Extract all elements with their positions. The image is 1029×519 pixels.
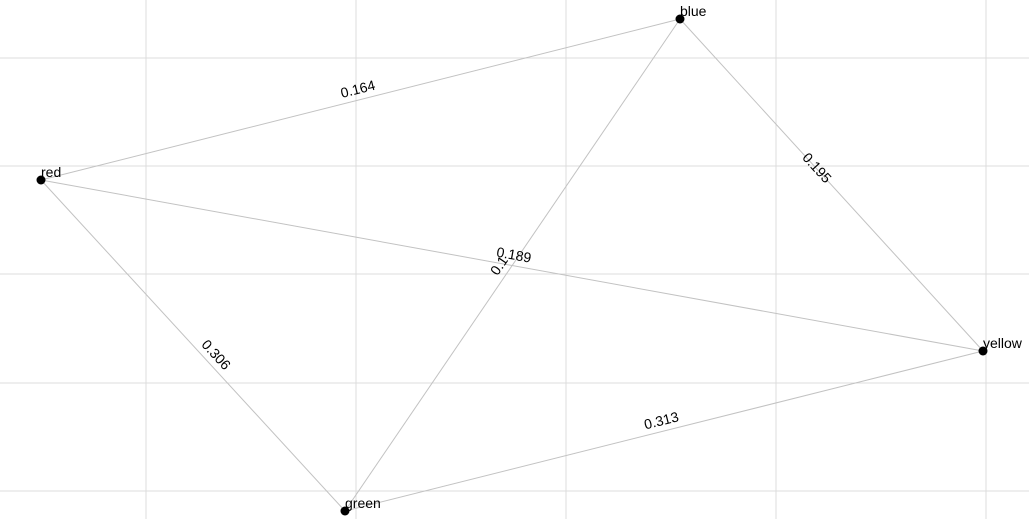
edge-green-yellow [344, 350, 984, 512]
node-label-yellow: yellow [983, 335, 1023, 351]
node-blue [675, 14, 685, 24]
node-red [36, 175, 46, 185]
edge-weight-label: 0.306 [199, 336, 235, 373]
edge-blue-green [344, 18, 681, 512]
node-label-blue: blue [680, 3, 707, 19]
edge-red-blue [40, 18, 681, 181]
node-label-green: green [345, 495, 381, 511]
edge-red-green [40, 179, 346, 512]
edges [40, 18, 984, 512]
node-label-red: red [41, 164, 61, 180]
edge-weight-label: 0.195 [799, 149, 835, 186]
edge-weight-label: 0.189 [495, 244, 533, 266]
node-yellow [978, 346, 988, 356]
node-green [340, 506, 350, 516]
edge-blue-yellow [679, 18, 984, 352]
nodes: red blue yellow green [36, 3, 1023, 516]
